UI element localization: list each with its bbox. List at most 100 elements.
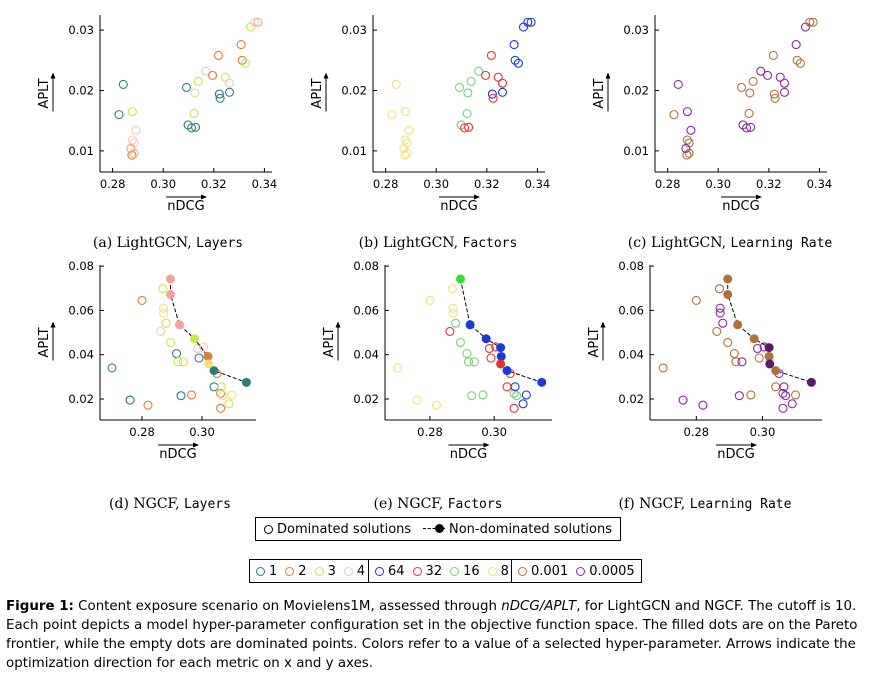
dominated-point [189, 108, 199, 118]
y-axis-title: APLT [587, 327, 602, 357]
x-tick-label: 0.28 [684, 425, 710, 439]
dominated-point [464, 122, 474, 132]
x-arrow-head-icon [474, 194, 480, 200]
non-dominated-point [723, 274, 733, 284]
legend-entry-label: 3 [327, 563, 336, 579]
y-tick-label: 0.06 [353, 303, 379, 317]
dominated-point [481, 70, 491, 80]
legend-entry-lr-1: 0.0005 [576, 564, 635, 579]
legend-factors: 64 32 16 8 [368, 559, 516, 583]
x-tick-label: 0.34 [252, 177, 278, 191]
dominated-point [678, 395, 688, 405]
x-tick-label: 0.28 [655, 177, 681, 191]
x-arrow-head-icon [193, 442, 199, 448]
y-arrow-head-icon [50, 72, 56, 79]
dominated-point [209, 382, 219, 392]
dominated-point [216, 388, 226, 398]
dominated-point [165, 337, 176, 348]
x-tick-label: 0.32 [756, 177, 782, 191]
dominated-point [469, 357, 479, 367]
dominated-point [691, 295, 701, 305]
chart-b: 0.28 0.30 0.32 0.34 0.01 0.02 0.03 nDCG APLT [310, 15, 550, 214]
x-tick-label: 0.28 [129, 425, 155, 439]
dominated-point [502, 382, 512, 392]
dominated-point [731, 357, 741, 367]
caption-c: (c) LightGCN, Learning Rate [628, 235, 833, 251]
y-tick-label: 0.08 [618, 259, 644, 273]
dominated-point [800, 22, 811, 32]
caption-text-2: , for LightGCN and NGCF. The cutoff is 1… [6, 599, 858, 671]
y-tick-label: 0.01 [68, 144, 94, 158]
legend-learning-rate: 0.001 0.0005 [511, 559, 642, 583]
dominated-point [746, 390, 756, 400]
dominated-point [463, 357, 474, 367]
dominated-point [447, 284, 457, 294]
non-dominated-point [455, 274, 465, 284]
dominated-point [669, 110, 679, 120]
dominated-point [512, 391, 522, 401]
x-axis-title: nDCG [440, 199, 477, 214]
dominated-point [245, 22, 256, 32]
figure-panels: 0.28 0.30 0.32 0.340.010.020.03nDCGAPLT0.28… [37, 15, 833, 462]
legend-entry-label: 0.001 [531, 563, 569, 579]
y-tick-label: 0.02 [68, 392, 94, 406]
y-axis-title: APLT [37, 78, 52, 108]
dominated-point [779, 382, 789, 392]
dominated-point [745, 88, 755, 98]
chart-f: 0.28 0.30 0.02 0.04 0.06 0.08 nDCG APLT [587, 259, 822, 462]
x-tick-label: 0.34 [807, 177, 833, 191]
legend-entry-label: 1 [269, 563, 278, 579]
dominated-point [391, 79, 401, 89]
legend-layers: 1 2 3 4 [249, 559, 373, 583]
dominated-point [224, 87, 235, 97]
y-tick-label: 0.06 [618, 303, 644, 317]
dominated-point [412, 395, 422, 405]
caption-text-1: Content exposure scenario on Movielens1M… [78, 599, 497, 614]
caption-c-param: Learning Rate [730, 236, 833, 251]
legend-entry-layers-1: 2 [285, 564, 307, 579]
y-arrow-head-icon [600, 321, 606, 328]
dominated-point [178, 357, 188, 367]
open-circle-icon [285, 566, 295, 576]
non-dominated-point [166, 289, 175, 299]
dominated-point [752, 343, 763, 354]
dominated-point [158, 284, 168, 294]
non-dominated-point [765, 359, 775, 369]
legend-entry-label: 4 [356, 563, 366, 579]
dominated-point [227, 390, 237, 400]
dominated-point [808, 17, 818, 27]
dominated-point [129, 148, 139, 158]
x-tick-label: 0.28 [417, 425, 443, 439]
dominated-point [176, 391, 186, 401]
x-tick-label: 0.30 [750, 425, 776, 439]
caption-e-prefix: (e) NGCF, [373, 496, 444, 512]
dominated-point [715, 303, 725, 313]
dominated-point [513, 58, 523, 68]
dominated-point [191, 122, 201, 132]
non-dominated-point [496, 359, 506, 369]
dominated-point [775, 72, 785, 82]
non-dominated-point [496, 343, 506, 353]
legend-dominated: Dominated solutions [264, 522, 411, 537]
dominated-point [213, 50, 223, 61]
dominated-point [493, 72, 503, 82]
open-circle-icon [343, 566, 353, 576]
open-circle-icon [450, 566, 460, 576]
legend-entry-label: 64 [388, 563, 405, 579]
x-tick-label: 0.32 [474, 177, 500, 191]
legend-entry-factors-0: 64 [375, 564, 405, 579]
dominated-point [218, 391, 228, 401]
y-axis-title: APLT [310, 78, 325, 108]
dominated-point [201, 66, 211, 76]
dominated-point [194, 353, 204, 363]
y-tick-label: 0.02 [353, 392, 379, 406]
dominated-point [673, 79, 683, 89]
dominated-point [736, 82, 747, 93]
x-tick-label: 0.30 [481, 425, 507, 439]
dominated-point [186, 390, 197, 400]
filled-dot-dashed-line-icon [423, 524, 445, 534]
y-tick-label: 0.02 [341, 83, 367, 97]
dominated-point [488, 93, 498, 103]
dominated-point [718, 318, 728, 328]
non-dominated-point [496, 351, 506, 361]
